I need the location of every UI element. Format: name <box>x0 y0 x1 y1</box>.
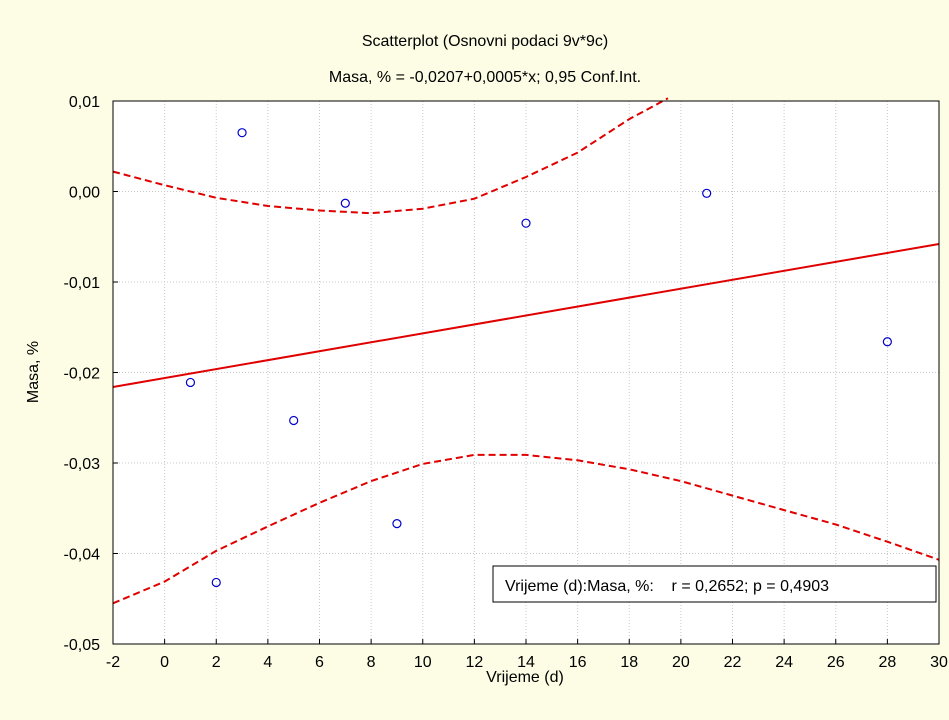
x-axis-title: Vrijeme (d) <box>486 669 564 686</box>
data-point <box>702 188 712 198</box>
data-point <box>521 218 531 228</box>
x-tick-label: 6 <box>315 654 324 671</box>
data-point <box>882 337 892 347</box>
x-tick-label: 20 <box>672 654 690 671</box>
y-tick-label: -0,05 <box>64 637 101 654</box>
data-point <box>340 198 350 208</box>
y-tick-label: -0,01 <box>64 275 101 292</box>
x-tick-label: -2 <box>106 654 120 671</box>
regression-line <box>112 243 940 388</box>
data-point <box>237 128 247 138</box>
x-tick-label: 30 <box>930 654 948 671</box>
x-tick-label: 14 <box>517 654 535 671</box>
y-tick-label: -0,03 <box>64 456 101 473</box>
data-point <box>211 577 221 588</box>
x-tick-label: 28 <box>878 654 896 671</box>
x-tick-label: 26 <box>827 654 845 671</box>
x-tick-label: 22 <box>724 654 742 671</box>
data-point <box>289 415 299 426</box>
x-tick-label: 4 <box>263 654 272 671</box>
x-tick-label: 18 <box>620 654 638 671</box>
confidence-lower-line <box>112 453 940 605</box>
x-tick-label: 2 <box>212 654 221 671</box>
x-tick-label: 10 <box>414 654 432 671</box>
y-axis-title: Masa, % <box>25 341 42 403</box>
data-points <box>185 128 892 588</box>
y-axis-ticks: 0,01 0,00 -0,01 -0,02 -0,03 -0,04 -0,05 <box>64 94 118 654</box>
data-point <box>185 377 196 388</box>
stats-box: Vrijeme (d):Masa, %: r = 0,2652; p = 0,4… <box>492 565 937 603</box>
x-tick-label: 8 <box>367 654 376 671</box>
y-tick-label: -0,02 <box>64 366 101 383</box>
x-tick-label: 12 <box>465 654 483 671</box>
stats-text: Vrijeme (d):Masa, %: r = 0,2652; p = 0,4… <box>505 578 829 595</box>
data-point <box>392 519 402 529</box>
confidence-interval <box>112 97 940 605</box>
chart-subtitle: Masa, % = -0,0207+0,0005*x; 0,95 Conf.In… <box>329 69 641 86</box>
x-axis-ticks: -2 0 2 4 6 8 10 12 14 16 18 20 22 24 26 28 30 <box>106 639 948 671</box>
x-tick-label: 0 <box>160 654 169 671</box>
y-tick-label: 0,00 <box>69 185 100 202</box>
chart-title: Scatterplot (Osnovni podaci 9v*9c) <box>362 33 608 50</box>
confidence-upper-line <box>112 97 669 215</box>
y-tick-label: -0,04 <box>64 547 101 564</box>
y-tick-label: 0,01 <box>69 94 100 111</box>
x-tick-label: 16 <box>569 654 587 671</box>
grid <box>113 101 939 644</box>
regression-layer <box>112 243 940 388</box>
stats-box-frame <box>492 565 937 603</box>
x-tick-label: 24 <box>775 654 793 671</box>
